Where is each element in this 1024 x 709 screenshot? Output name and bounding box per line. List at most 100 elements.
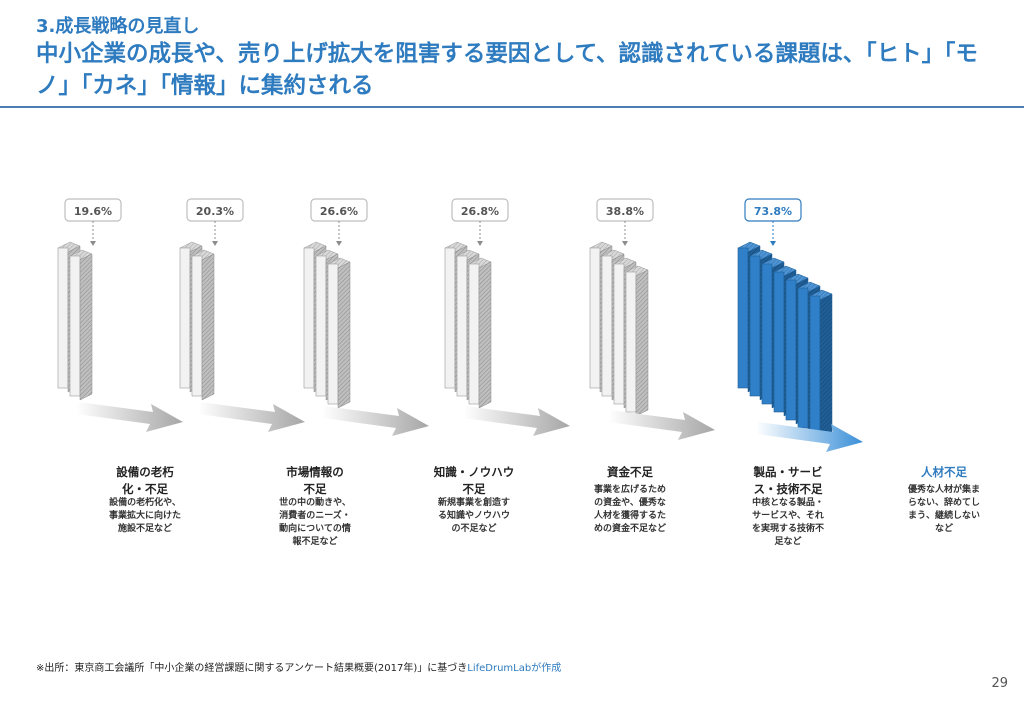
source-note: ※出所：東京商工会議所「中小企業の経営課題に関するアンケート結果概要(2017年… [36, 659, 561, 674]
callout-arrowhead [770, 241, 776, 246]
value-label: 73.8% [754, 205, 792, 218]
category-title: 人材不足 [889, 464, 999, 481]
category-title-line: 市場情報の [286, 465, 344, 479]
category-title-line: 化・不足 [122, 482, 168, 496]
trend-arrow [322, 406, 429, 436]
bar [785, 279, 797, 421]
category-title-line: 不足 [303, 482, 327, 496]
value-label: 38.8% [606, 205, 644, 218]
bar [191, 255, 203, 397]
bar [613, 263, 625, 405]
category-title: 製品・サービ ス・技術不足 [733, 464, 843, 498]
category-description: 設備の老朽化や、 事業拡大に向けた 施設不足など [95, 497, 195, 536]
category-title: 市場情報の 不足 [260, 464, 370, 498]
bar [761, 263, 773, 405]
bar [444, 247, 456, 389]
category-description-line: 事業を広げるため [593, 485, 666, 495]
bar [589, 247, 601, 389]
category-description-line: 優秀な人材が集ま [907, 485, 980, 495]
source-text: ：東京商工会議所「中小企業の経営課題に関するアンケート結果概要(2017年)」に… [64, 663, 468, 674]
category-title-line: 不足 [462, 482, 486, 496]
category-title: 知識・ノウハウ 不足 [419, 464, 529, 498]
callout-arrowhead [90, 241, 96, 246]
bar [601, 255, 613, 397]
category-description-line: の資金や、優秀な [594, 498, 666, 508]
category-description-line: 世の中の動きや、 [279, 498, 351, 508]
bar-group: 20.3% [179, 198, 305, 432]
bar [303, 247, 315, 389]
section-title: 3.成長戦略の見直し [36, 16, 200, 37]
category-description-line: 動向についての情 [279, 524, 351, 534]
category-description: 新規事業を創造す る知識やノウハウ の不足など [424, 497, 524, 536]
bar-side [635, 269, 649, 417]
trend-arrow [76, 402, 183, 432]
bar [625, 271, 637, 413]
callout-arrowhead [622, 241, 628, 246]
bar-side [819, 293, 833, 441]
bar-side [79, 253, 93, 401]
category-description-line: サービスや、それ [752, 511, 824, 521]
bar-side [478, 261, 492, 409]
category-title: 設備の老朽 化・不足 [90, 464, 200, 498]
category-description: 世の中の動きや、 消費者のニーズ・ 動向についての情 報不足など [265, 497, 365, 549]
trend-arrow [463, 406, 570, 436]
category-description-line: の不足など [451, 524, 497, 534]
category-description-line: 設備の老朽化や、 [109, 498, 181, 508]
category-description-line: らない、辞めてし [907, 498, 980, 508]
bar [797, 287, 809, 429]
category-title-line: ス・技術不足 [753, 482, 823, 496]
source-credit: LifeDrumLabが作成 [467, 663, 562, 674]
callout-arrowhead [336, 241, 342, 246]
category-description-line: 中核となる製品・ [752, 498, 824, 508]
bar-side [337, 261, 351, 409]
category-description-line: 施設不足など [117, 524, 172, 534]
category-description-line: など [934, 524, 953, 534]
callout-arrowhead [477, 241, 483, 246]
headline: 中小企業の成長や、売り上げ拡大を阻害する要因として、認識されている課題は、「ヒト… [36, 41, 978, 99]
bar [327, 263, 339, 405]
bar [809, 295, 821, 437]
category-description-line: 消費者のニーズ・ [279, 511, 351, 521]
category-title-line: 人材不足 [921, 465, 967, 479]
category-description-line: を実現する技術不 [751, 524, 824, 534]
bar [468, 263, 480, 405]
value-label: 20.3% [196, 205, 234, 218]
value-label: 19.6% [74, 205, 112, 218]
category-description-line: 新規事業を創造す [437, 498, 510, 508]
trend-arrow [608, 410, 715, 440]
category-title: 資金不足 [575, 464, 685, 481]
bar-group: 38.8% [589, 198, 715, 440]
bar-group: 19.6% [57, 198, 183, 432]
category-description-line: まう、継続しない [907, 511, 980, 521]
category-description-line: 報不足など [292, 537, 338, 547]
trend-arrow [198, 402, 305, 432]
value-label: 26.8% [461, 205, 499, 218]
category-description-line: 足など [774, 537, 802, 547]
category-description-line: 事業拡大に向けた [108, 511, 181, 521]
category-title-line: 製品・サービ [753, 465, 823, 479]
page-number: 29 [991, 676, 1008, 691]
bar [456, 255, 468, 397]
bar [737, 247, 749, 389]
header-divider [0, 106, 1024, 108]
category-description: 事業を広げるため の資金や、優秀な 人材を獲得するた めの資金不足など [580, 484, 680, 536]
bar-group: 26.6% [303, 198, 429, 436]
bar [773, 271, 785, 413]
bar-side [201, 253, 215, 401]
bar [57, 247, 69, 389]
value-label: 26.6% [320, 205, 358, 218]
trend-arrow [756, 422, 863, 452]
bar [179, 247, 191, 389]
category-title-line: 資金不足 [607, 465, 653, 479]
source-prefix: ※出所 [36, 663, 65, 674]
category-description-line: めの資金不足など [593, 524, 666, 534]
category-description: 優秀な人材が集ま らない、辞めてし まう、継続しない など [894, 484, 994, 536]
bar [749, 255, 761, 397]
category-description-line: る知識やノウハウ [437, 511, 510, 521]
bar-group: 26.8% [444, 198, 570, 436]
callout-arrowhead [212, 241, 218, 246]
category-title-line: 設備の老朽 [116, 465, 174, 479]
category-title-line: 知識・ノウハウ [433, 465, 515, 479]
